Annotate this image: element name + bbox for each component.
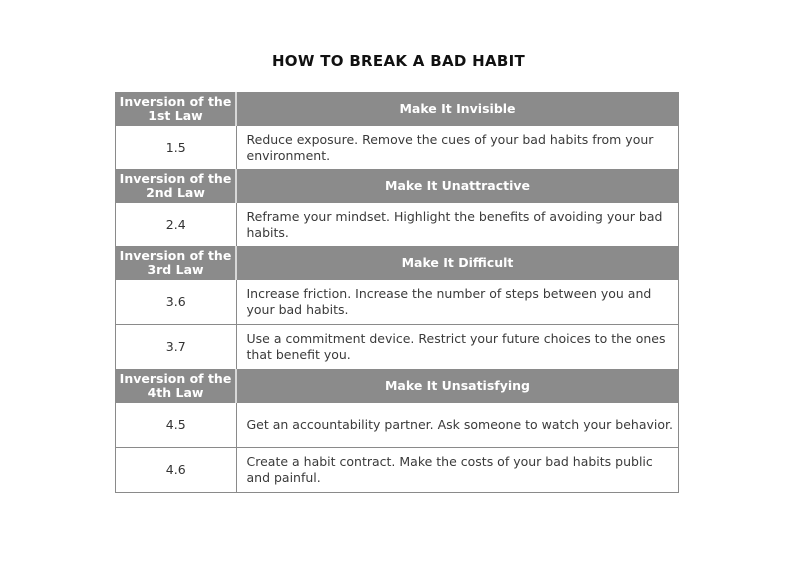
row-text: Reduce exposure. Remove the cues of your… (235, 125, 679, 170)
table-row: 2.4 Reframe your mindset. Highlight the … (115, 202, 679, 247)
section-heading: Make It Unattractive (235, 169, 679, 203)
table-row: 3.6 Increase friction. Increase the numb… (115, 279, 679, 325)
table-row: 1.5 Reduce exposure. Remove the cues of … (115, 125, 679, 170)
table-row: 4.6 Create a habit contract. Make the co… (115, 447, 679, 493)
law-label: Inversion of the 4th Law (115, 369, 237, 403)
table-row: 4.5 Get an accountability partner. Ask s… (115, 402, 679, 448)
row-text: Get an accountability partner. Ask someo… (235, 402, 679, 448)
habit-table: Inversion of the 1st Law Make It Invisib… (115, 92, 679, 493)
row-text: Increase friction. Increase the number o… (235, 279, 679, 325)
row-number: 4.6 (115, 447, 237, 493)
row-number: 4.5 (115, 402, 237, 448)
section-header: Inversion of the 2nd Law Make It Unattra… (115, 169, 679, 203)
row-number: 1.5 (115, 125, 237, 170)
law-label: Inversion of the 1st Law (115, 92, 237, 126)
row-text: Use a commitment device. Restrict your f… (235, 324, 679, 370)
row-number: 3.6 (115, 279, 237, 325)
row-number: 2.4 (115, 202, 237, 247)
row-text: Reframe your mindset. Highlight the bene… (235, 202, 679, 247)
section-heading: Make It Unsatisfying (235, 369, 679, 403)
section-header: Inversion of the 4th Law Make It Unsatis… (115, 369, 679, 403)
section-header: Inversion of the 3rd Law Make It Difficu… (115, 246, 679, 280)
table-row: 3.7 Use a commitment device. Restrict yo… (115, 324, 679, 370)
law-label: Inversion of the 2nd Law (115, 169, 237, 203)
law-label: Inversion of the 3rd Law (115, 246, 237, 280)
row-number: 3.7 (115, 324, 237, 370)
page-title: HOW TO BREAK A BAD HABIT (271, 52, 526, 70)
row-text: Create a habit contract. Make the costs … (235, 447, 679, 493)
section-heading: Make It Difficult (235, 246, 679, 280)
section-header: Inversion of the 1st Law Make It Invisib… (115, 92, 679, 126)
section-heading: Make It Invisible (235, 92, 679, 126)
